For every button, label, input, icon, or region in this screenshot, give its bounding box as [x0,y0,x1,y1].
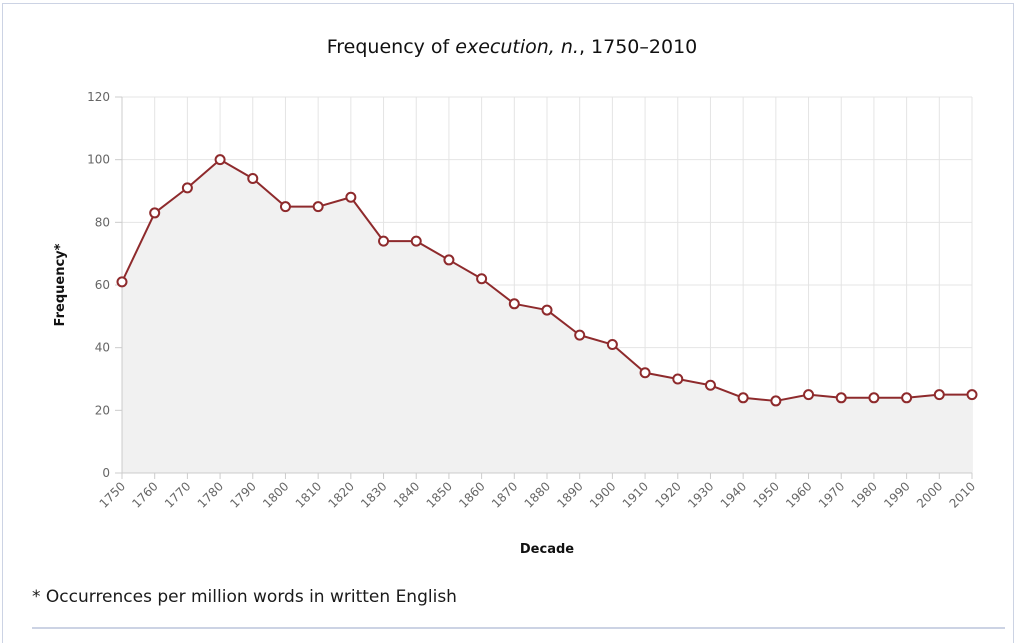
data-point [378,235,390,247]
x-tick-label: 1870 [489,479,520,510]
data-point [149,207,161,219]
title-part-0: Frequency of [326,36,456,58]
data-point [704,379,716,391]
x-tick-label: 1890 [554,479,585,510]
x-tick-label: 1980 [849,479,880,510]
data-point [933,389,945,401]
x-tick-label: 1830 [358,479,389,510]
x-tick-label: 1770 [162,479,193,510]
title-part-1: execution, n. [455,36,579,58]
data-point [247,172,259,184]
data-point [345,191,357,203]
x-tick-label: 1850 [424,479,455,510]
x-tick-label: 1760 [129,479,160,510]
series-area [122,159,972,473]
footer-divider [32,627,1005,629]
area-layer [122,159,972,473]
x-tick-labels: 1750 1760 1770 1780 1790 1800 1810 1820 1830 1840… [97,479,978,510]
y-tick-labels: 0 20 40 60 80 100 120 [87,90,110,480]
y-tick-label: 80 [95,215,110,229]
data-point [672,373,684,385]
data-point [606,339,618,351]
points-layer [116,154,978,407]
data-point [508,298,520,310]
footnote: * Occurrences per million words in writt… [32,587,457,607]
x-tick-label: 1800 [260,479,291,510]
data-point [835,392,847,404]
x-tick-label: 1990 [881,479,912,510]
data-point [476,273,488,285]
data-point [770,395,782,407]
data-point [443,254,455,266]
data-point [312,201,324,213]
x-tick-label: 1950 [750,479,781,510]
title-part-2: , 1750–2010 [578,36,698,58]
data-point [803,389,815,401]
y-tick-label: 60 [95,278,110,292]
data-point [868,392,880,404]
y-tick-label: 120 [87,90,110,104]
x-tick-label: 1810 [293,479,324,510]
data-point [541,304,553,316]
chart-title: Frequency of execution, n., 1750–2010 [0,36,1024,58]
x-tick-label: 1860 [456,479,487,510]
data-point [410,235,422,247]
x-tick-label: 1930 [685,479,716,510]
data-point [116,276,128,288]
y-tick-label: 40 [95,341,110,355]
x-tick-label: 1780 [195,479,226,510]
x-tick-label: 1820 [325,479,356,510]
x-tick-label: 1960 [783,479,814,510]
x-tick-label: 2010 [947,479,978,510]
data-point [966,389,978,401]
x-tick-label: 1840 [391,479,422,510]
data-point [574,329,586,341]
y-tick-label: 100 [87,153,110,167]
x-tick-label: 1970 [816,479,847,510]
data-point [214,154,226,166]
x-tick-label: 1900 [587,479,618,510]
x-tick-label: 1790 [227,479,258,510]
x-tick-label: 1940 [718,479,749,510]
x-tick-label: 1750 [97,479,128,510]
x-tick-label: 2000 [914,479,945,510]
data-point [737,392,749,404]
y-tick-label: 20 [95,403,110,417]
x-tick-label: 1910 [620,479,651,510]
y-tick-label: 0 [102,466,110,480]
data-point [181,182,193,194]
data-point [901,392,913,404]
data-point [279,201,291,213]
data-point [639,367,651,379]
x-tick-label: 1880 [522,479,553,510]
x-tick-label: 1920 [652,479,683,510]
y-axis-title: Frequency* [53,243,68,326]
x-axis-title: Decade [520,542,574,557]
